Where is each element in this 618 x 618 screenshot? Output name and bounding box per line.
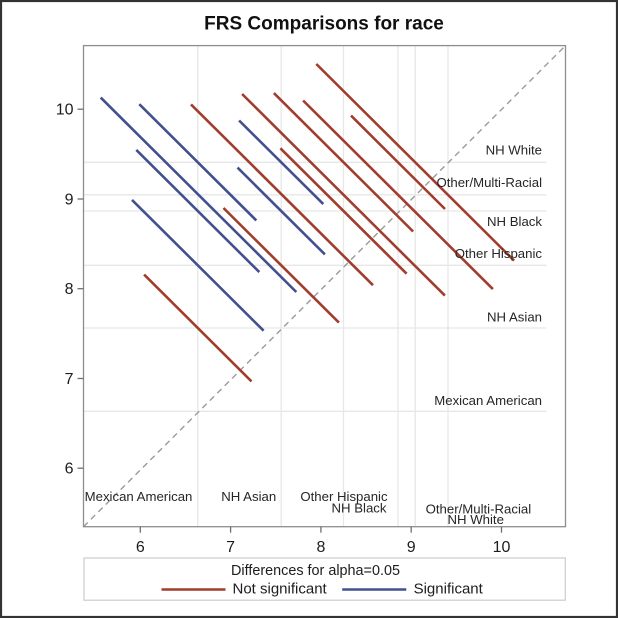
svg-text:Other Hispanic: Other Hispanic: [455, 246, 543, 261]
svg-text:NH White: NH White: [447, 512, 503, 527]
svg-text:NH Black: NH Black: [332, 500, 387, 515]
svg-text:8: 8: [316, 539, 325, 556]
svg-text:Other/Multi-Racial: Other/Multi-Racial: [436, 175, 542, 190]
svg-text:Mexican American: Mexican American: [434, 393, 542, 408]
svg-text:9: 9: [65, 192, 74, 209]
svg-text:Other Hispanic: Other Hispanic: [300, 489, 388, 504]
svg-text:NH White: NH White: [486, 143, 542, 158]
svg-text:Differences for alpha=0.05: Differences for alpha=0.05: [231, 563, 400, 579]
svg-text:Other/Multi-Racial: Other/Multi-Racial: [426, 502, 532, 517]
svg-text:NH Asian: NH Asian: [221, 489, 276, 504]
svg-text:NH Black: NH Black: [487, 214, 542, 229]
svg-text:Mexican American: Mexican American: [85, 489, 193, 504]
svg-text:6: 6: [65, 461, 74, 478]
svg-text:10: 10: [493, 539, 511, 556]
svg-text:Not significant: Not significant: [233, 581, 328, 598]
svg-text:Significant: Significant: [414, 581, 484, 598]
svg-text:8: 8: [65, 281, 74, 298]
svg-text:7: 7: [65, 371, 74, 388]
svg-text:9: 9: [407, 539, 416, 556]
svg-text:FRS Comparisons for race: FRS Comparisons for race: [204, 14, 444, 35]
svg-text:10: 10: [56, 102, 74, 119]
svg-text:6: 6: [136, 539, 145, 556]
svg-text:7: 7: [226, 539, 235, 556]
svg-text:NH Asian: NH Asian: [487, 309, 542, 324]
